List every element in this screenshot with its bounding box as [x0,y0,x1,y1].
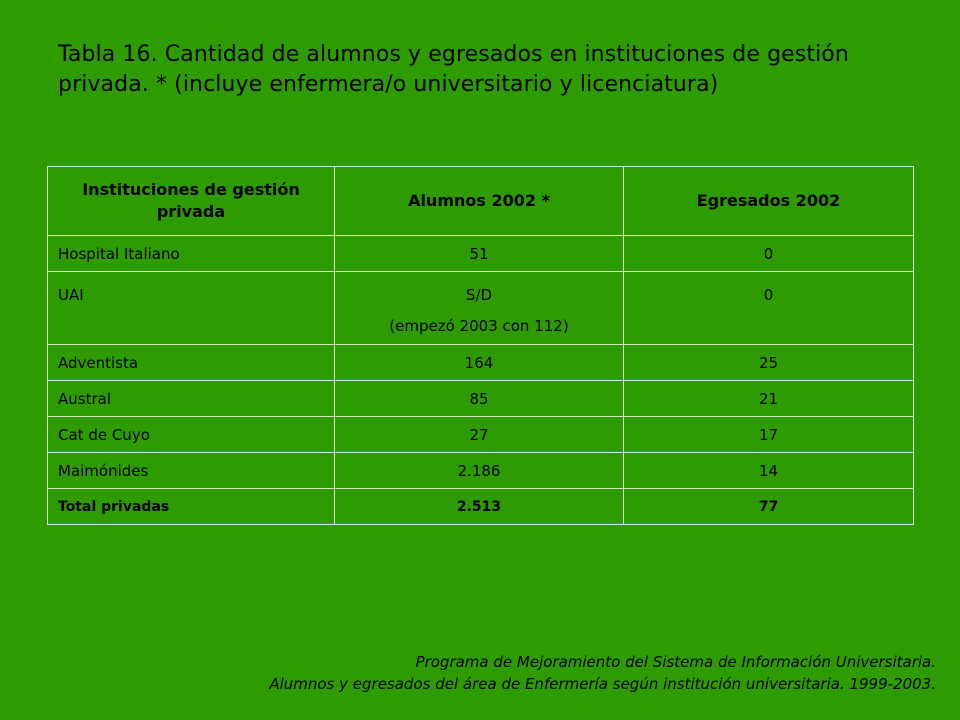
cell-total-alumnos: 2.513 [334,488,624,525]
footer-line-2: Alumnos y egresados del área de Enfermer… [269,675,936,693]
cell-egresados: 21 [623,380,914,417]
cell-institution: UAI [47,271,335,345]
cell-egresados: 25 [623,344,914,381]
header-instituciones: Instituciones de gestión privada [47,166,335,236]
cell-alumnos: S/D (empezó 2003 con 112) [334,271,624,345]
cell-institution: Adventista [47,344,335,381]
cell-alumnos: 2.186 [334,452,624,489]
cell-total-label: Total privadas [47,488,335,525]
cell-alumnos-value: S/D [465,286,493,304]
table-row: UAI S/D (empezó 2003 con 112) 0 [47,271,914,345]
table-row: Austral 85 21 [47,380,914,417]
cell-institution: Cat de Cuyo [47,416,335,453]
cell-alumnos: 85 [334,380,624,417]
table-total-row: Total privadas 2.513 77 [47,488,914,525]
cell-institution: Maimónides [47,452,335,489]
institutions-table: Instituciones de gestión privada Alumnos… [47,166,914,525]
table-row: Hospital Italiano 51 0 [47,235,914,272]
cell-egresados: 14 [623,452,914,489]
table-header-row: Instituciones de gestión privada Alumnos… [47,166,914,236]
cell-egresados: 0 [623,271,914,345]
cell-alumnos-note: (empezó 2003 con 112) [389,317,569,335]
cell-egresados: 0 [623,235,914,272]
cell-total-egresados: 77 [623,488,914,525]
cell-alumnos: 164 [334,344,624,381]
table-row: Maimónides 2.186 14 [47,452,914,489]
cell-egresados: 17 [623,416,914,453]
footer-line-1: Programa de Mejoramiento del Sistema de … [415,653,936,671]
cell-alumnos: 27 [334,416,624,453]
cell-institution: Austral [47,380,335,417]
slide-title: Tabla 16. Cantidad de alumnos y egresado… [58,42,849,97]
source-footer: Programa de Mejoramiento del Sistema de … [269,651,936,695]
header-egresados: Egresados 2002 [623,166,914,236]
cell-alumnos: 51 [334,235,624,272]
cell-institution: Hospital Italiano [47,235,335,272]
table-row: Adventista 164 25 [47,344,914,381]
table-row: Cat de Cuyo 27 17 [47,416,914,453]
header-alumnos: Alumnos 2002 * [334,166,624,236]
